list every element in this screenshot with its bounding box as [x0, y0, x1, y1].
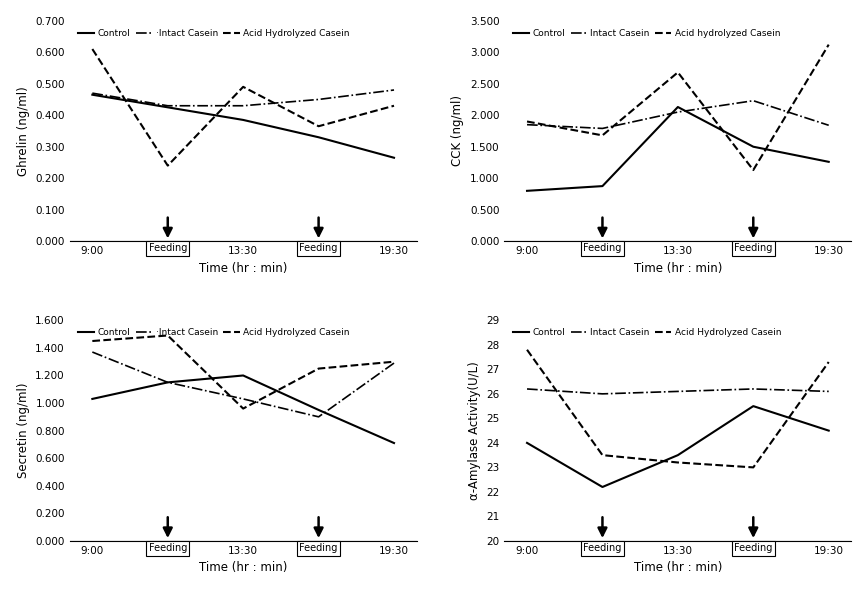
Text: Feeding: Feeding: [734, 543, 773, 553]
Y-axis label: CCK (ng/ml): CCK (ng/ml): [451, 96, 464, 167]
Legend: Control, ·Intact Casein, Acid Hydrolyzed Casein: Control, ·Intact Casein, Acid Hydrolyzed…: [75, 25, 353, 41]
Y-axis label: Secretin (ng/ml): Secretin (ng/ml): [16, 383, 30, 478]
Legend: Control, Intact Casein, Acid Hydrolyzed Casein: Control, Intact Casein, Acid Hydrolyzed …: [509, 325, 786, 341]
Text: Feeding: Feeding: [148, 543, 187, 553]
Legend: Control, Intact Casein, Acid hydrolyzed Casein: Control, Intact Casein, Acid hydrolyzed …: [509, 25, 784, 41]
X-axis label: Time (hr : min): Time (hr : min): [634, 262, 722, 275]
Text: Feeding: Feeding: [299, 543, 338, 553]
X-axis label: Time (hr : min): Time (hr : min): [634, 561, 722, 574]
Text: Feeding: Feeding: [583, 543, 621, 553]
X-axis label: Time (hr : min): Time (hr : min): [199, 262, 287, 275]
Legend: Control, ·Intact Casein, Acid Hydrolyzed Casein: Control, ·Intact Casein, Acid Hydrolyzed…: [75, 325, 353, 341]
Text: Feeding: Feeding: [734, 243, 773, 254]
Text: Feeding: Feeding: [148, 243, 187, 254]
Y-axis label: α-Amylase Activity(U/L): α-Amylase Activity(U/L): [468, 361, 481, 500]
Y-axis label: Ghrelin (ng/ml): Ghrelin (ng/ml): [16, 86, 30, 176]
Text: Feeding: Feeding: [583, 243, 621, 254]
Text: Feeding: Feeding: [299, 243, 338, 254]
X-axis label: Time (hr : min): Time (hr : min): [199, 561, 287, 574]
